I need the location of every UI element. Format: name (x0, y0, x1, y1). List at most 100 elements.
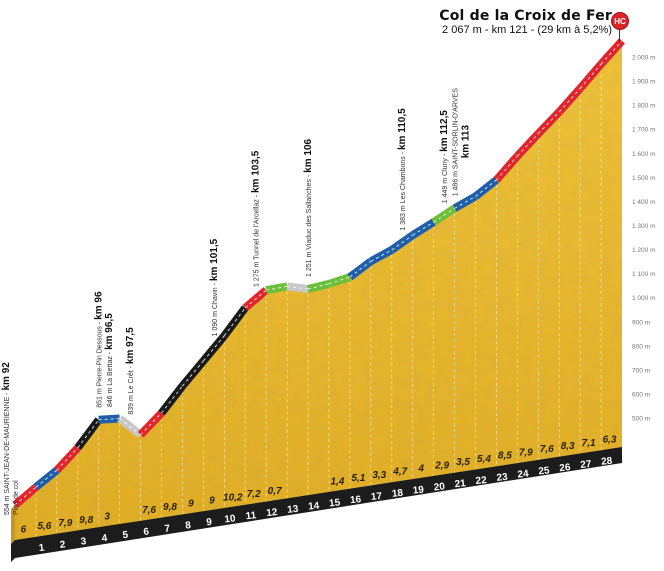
km-label: 16 (350, 494, 363, 506)
gradient-label: 6 (21, 524, 27, 535)
km-label: 9 (206, 517, 213, 529)
y-tick-label: 1 900 m (632, 79, 656, 86)
km-label: 6 (143, 526, 150, 538)
climb-name: Col de la Croix de Fer (439, 8, 612, 24)
waypoint-km: km 92 (1, 362, 12, 391)
profile-centerline (370, 249, 392, 262)
km-label: 28 (601, 456, 614, 468)
waypoint-km: km 101,5 (209, 238, 220, 281)
waypoint-label: 554 m SAINT-JEAN-DE-MAURIENNE - km 92 (1, 362, 12, 515)
waypoint-name: 1 449 m Cluny - (442, 152, 449, 203)
km-label: 14 (308, 501, 321, 513)
km-label: 18 (391, 488, 404, 500)
gradient-label: 9,8 (163, 502, 177, 513)
y-tick-label: 600 m (632, 391, 650, 398)
waypoint-name: 1 251 m Viaduc des Sallanches - (306, 173, 313, 277)
km-label: 22 (475, 475, 488, 487)
km-label: 13 (287, 504, 300, 516)
profile-segment (200, 333, 228, 364)
waypoint-label: 839 m Le Crêt - km 97,5 (125, 327, 136, 415)
waypoint-km: km 96 (94, 291, 105, 320)
km-label: 4 (101, 533, 108, 545)
waypoint-km: km 96,5 (104, 313, 115, 350)
y-tick-label: 1 800 m (632, 103, 656, 110)
km-label: 26 (559, 462, 572, 474)
profile-centerline (35, 469, 58, 488)
waypoint-label: 1 449 m Cluny - km 112,5 (439, 110, 450, 204)
profile-segment (307, 279, 330, 293)
y-tick-label: 1 400 m (632, 199, 656, 206)
waypoint-name: 851 m Pierre-Pin Dessous - (97, 320, 104, 408)
gradient-label: 10,2 (223, 492, 243, 503)
km-label: 5 (122, 530, 129, 542)
gradient-label: 7,2 (247, 489, 261, 500)
profile-segment (221, 305, 249, 339)
waypoint-km: km 106 (303, 138, 314, 172)
waypoint-label: 1 251 m Viaduc des Sallanches - km 106 (303, 138, 314, 277)
profile-segment (74, 417, 102, 451)
profile-segment (265, 282, 288, 295)
waypoint-label: 1 090 m Chavin - km 101,5 (209, 238, 220, 336)
gradient-label: 4,7 (392, 467, 407, 478)
waypoint-km: km 103,5 (251, 150, 262, 193)
y-tick-label: 800 m (632, 343, 650, 350)
y-tick-label: 500 m (632, 416, 650, 423)
km-label: 15 (329, 497, 342, 509)
waypoint-label: 851 m Pierre-Pin Dessous - km 96 (94, 291, 105, 408)
gradient-label: 5,6 (37, 521, 51, 532)
km-label: 20 (433, 481, 446, 493)
climb-summary: 2 067 m - km 121 - (29 km à 5,2%) (442, 24, 612, 36)
km-label: 3 (80, 536, 87, 548)
profile-centerline (517, 133, 539, 157)
y-tick-label: 2 000 m (632, 55, 656, 62)
km-label: 27 (580, 459, 593, 471)
km-label: 11 (245, 510, 257, 522)
km-label: 21 (454, 478, 467, 490)
km-label: 7 (164, 523, 171, 535)
gradient-label: 3 (104, 512, 110, 523)
profile-centerline (391, 234, 413, 251)
profile-centerline (475, 179, 497, 197)
gradient-label: 4 (417, 463, 424, 474)
profile-segment (158, 383, 186, 416)
y-tick-label: 1 600 m (632, 151, 656, 158)
profile-centerline (537, 111, 560, 134)
distance-band (11, 447, 622, 562)
km-label: 8 (185, 520, 192, 532)
profile-centerline (412, 221, 434, 236)
profile-centerline (56, 447, 79, 471)
profile-centerline (349, 261, 372, 278)
km-label: 19 (412, 484, 425, 496)
gradient-label: 2,9 (434, 460, 449, 471)
profile-centerline (579, 63, 602, 89)
km-label: 10 (224, 513, 237, 525)
gradient-label: 5,4 (477, 454, 491, 465)
profile-segment (179, 358, 207, 389)
y-tick-label: 1 000 m (632, 295, 656, 302)
km-label: 17 (370, 491, 383, 503)
gradient-label: 5,1 (351, 473, 365, 484)
waypoint-name: 846 m La Bettaz - (107, 350, 114, 407)
waypoint-name: 839 m Le Crêt - (128, 364, 135, 415)
waypoint-label: 1 383 m Les Chambons - km 110,5 (397, 108, 408, 231)
y-tick-label: 1 700 m (632, 127, 656, 134)
profile-centerline (328, 276, 351, 285)
waypoint-label: 1 275 m Tunnel de l'Arcellaz - km 103,5 (251, 150, 262, 287)
gradient-label: 7,9 (519, 447, 533, 458)
km-label: 12 (266, 507, 279, 519)
gradient-label: 7,1 (582, 438, 596, 449)
gradient-label: 9 (209, 496, 215, 507)
waypoint-km: km 112,5 (439, 110, 450, 152)
km-label: 1 (38, 543, 45, 555)
gradient-label: 7,6 (142, 505, 156, 516)
y-tick-label: 1 300 m (632, 223, 656, 230)
profile-centerline (140, 412, 162, 436)
gradient-label: 8,3 (561, 441, 575, 452)
gradient-label: 1,4 (330, 476, 344, 487)
waypoint-km: km 113 (461, 125, 472, 159)
profile-centerline (433, 207, 455, 223)
waypoint-name: 1 486 m SAINT-SORLIN-D'ARVES (453, 88, 460, 197)
gradient-label: 9,8 (79, 515, 93, 526)
y-tick-label: 1 200 m (632, 247, 656, 254)
